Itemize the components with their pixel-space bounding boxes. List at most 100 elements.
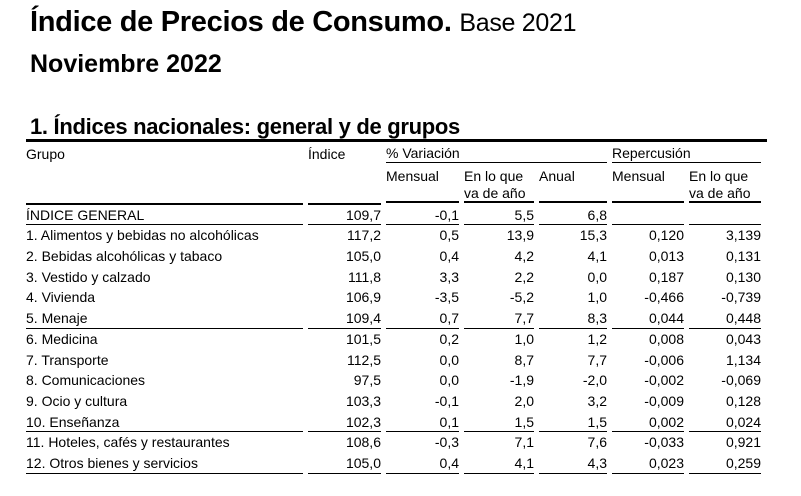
header-rep-ano: En lo que va de año — [689, 165, 761, 203]
cell-var-anual: 15,3 — [579, 227, 607, 244]
cell-var-ano: -5,2 — [509, 289, 534, 306]
cell-var-mensual: -0,1 — [434, 392, 459, 409]
cell-grupo: 7. Transporte — [26, 351, 109, 368]
cell-var-anual: 1,2 — [587, 330, 607, 347]
cell-grupo: 3. Vestido y calzado — [26, 268, 151, 285]
cell-rep-ano: 0,130 — [725, 268, 761, 285]
cell-var-anual: 7,7 — [587, 351, 607, 368]
header-text: En lo que — [464, 167, 524, 184]
cell-var-ano: 2,2 — [514, 268, 534, 285]
cell-rep-ano — [689, 205, 761, 226]
cell-rep-mensual: -0,006 — [644, 351, 684, 368]
cell-indice: 101,5 — [345, 330, 381, 347]
header-indice-line — [308, 165, 381, 205]
cell-var-mensual: 0,7 — [386, 308, 459, 329]
title-text: Índice de Precios de Consumo. — [30, 6, 452, 38]
header-rep-mensual: Mensual — [612, 165, 684, 203]
header-text: En lo que — [689, 167, 749, 184]
cell-var-anual: 1,0 — [587, 289, 607, 306]
cell-grupo: 6. Medicina — [26, 330, 98, 347]
section-title: 1. Índices nacionales: general y de grup… — [30, 114, 460, 139]
cell-indice: 105,0 — [345, 248, 381, 265]
cell-rep-mensual: 0,002 — [612, 412, 684, 433]
cell-var-anual: 8,3 — [539, 308, 607, 329]
cell-var-ano: 2,0 — [514, 392, 534, 409]
cell-indice: 103,3 — [345, 392, 381, 409]
cell-var-anual: 4,3 — [539, 453, 607, 474]
cell-indice: 111,8 — [348, 268, 381, 285]
header-grupo: Grupo — [26, 146, 65, 162]
cell-var-anual: 4,1 — [587, 248, 607, 265]
period: Noviembre 2022 — [30, 50, 222, 78]
cell-indice: 97,5 — [353, 372, 381, 389]
header-var-ano: En lo que va de año — [464, 165, 534, 203]
cpi-table: Grupo Índice % Variación Repercusión Men… — [26, 144, 761, 474]
header-grupo-line — [26, 165, 303, 205]
cell-var-anual: 3,2 — [587, 392, 607, 409]
base-year: Base 2021 — [459, 9, 577, 37]
cell-rep-ano: -0,069 — [721, 372, 761, 389]
cell-rep-mensual: -0,002 — [644, 372, 684, 389]
cell-var-mensual: 0,2 — [439, 330, 459, 347]
divider — [26, 139, 767, 142]
header-variacion: % Variación — [386, 144, 607, 163]
cell-var-anual: 1,5 — [539, 412, 607, 433]
cell-var-ano: 1,0 — [514, 330, 534, 347]
cell-indice: 108,6 — [345, 434, 381, 451]
cell-var-mensual: 0,4 — [386, 453, 459, 474]
cell-grupo: 2. Bebidas alcohólicas y tabaco — [26, 248, 223, 265]
cell-var-ano: 7,1 — [514, 434, 534, 451]
cell-rep-ano: 0,043 — [725, 330, 761, 347]
cell-var-mensual: 0,0 — [439, 351, 459, 368]
header-repercusion: Repercusión — [612, 144, 761, 163]
cell-grupo: ÍNDICE GENERAL — [26, 205, 303, 226]
cell-var-ano: 1,5 — [464, 412, 534, 433]
header-var-mensual: Mensual — [386, 165, 459, 203]
cell-rep-mensual: -0,033 — [644, 434, 684, 451]
cell-indice: 105,0 — [308, 453, 381, 474]
cell-rep-mensual: -0,466 — [644, 289, 684, 306]
cell-var-ano: -1,9 — [509, 372, 534, 389]
cell-var-ano: 8,7 — [514, 351, 534, 368]
cell-var-anual: 7,6 — [587, 434, 607, 451]
cell-rep-ano: 3,139 — [725, 227, 761, 244]
cell-indice: 112,5 — [347, 351, 381, 368]
cell-rep-mensual: 0,023 — [612, 453, 684, 474]
cell-var-mensual: 0,0 — [439, 372, 459, 389]
cell-grupo: 12. Otros bienes y servicios — [26, 453, 303, 474]
cell-var-mensual: -0,3 — [434, 434, 459, 451]
cell-var-mensual: 3,3 — [439, 268, 459, 285]
cell-indice: 117,2 — [347, 227, 381, 244]
cell-rep-mensual: 0,008 — [648, 330, 684, 347]
cell-rep-ano: 1,134 — [725, 351, 761, 368]
cell-var-ano: 13,9 — [506, 227, 534, 244]
cell-grupo: 11. Hoteles, cafés y restaurantes — [26, 434, 230, 451]
cell-grupo: 10. Enseñanza — [26, 412, 303, 433]
cell-var-mensual: 0,1 — [386, 412, 459, 433]
cell-grupo: 9. Ocio y cultura — [26, 392, 128, 409]
cell-rep-ano: 0,259 — [689, 453, 761, 474]
cell-var-ano: 7,7 — [464, 308, 534, 329]
cell-indice: 109,7 — [308, 205, 381, 226]
cell-var-mensual: -0,1 — [386, 205, 459, 226]
cell-var-ano: 4,1 — [464, 453, 534, 474]
cell-var-anual: -2,0 — [582, 372, 607, 389]
cell-rep-mensual — [612, 205, 684, 226]
header-text: va de año — [689, 184, 751, 201]
cell-grupo: 4. Vivienda — [26, 289, 96, 306]
header-var-anual: Anual — [539, 165, 607, 203]
cell-rep-mensual: 0,120 — [648, 227, 684, 244]
cell-rep-ano: -0,739 — [721, 289, 761, 306]
cell-var-mensual: -3,5 — [434, 289, 459, 306]
cell-rep-mensual: 0,013 — [648, 248, 684, 265]
cell-rep-ano: 0,921 — [725, 434, 761, 451]
cell-var-mensual: 0,5 — [439, 227, 459, 244]
cell-rep-mensual: -0,009 — [644, 392, 684, 409]
cell-rep-mensual: 0,187 — [648, 268, 684, 285]
header-text: va de año — [464, 184, 526, 201]
cell-rep-ano: 0,448 — [689, 308, 761, 329]
cell-rep-ano: 0,128 — [725, 392, 761, 409]
cell-var-mensual: 0,4 — [439, 248, 459, 265]
cell-indice: 102,3 — [308, 412, 381, 433]
cell-grupo: 1. Alimentos y bebidas no alcohólicas — [26, 227, 259, 244]
